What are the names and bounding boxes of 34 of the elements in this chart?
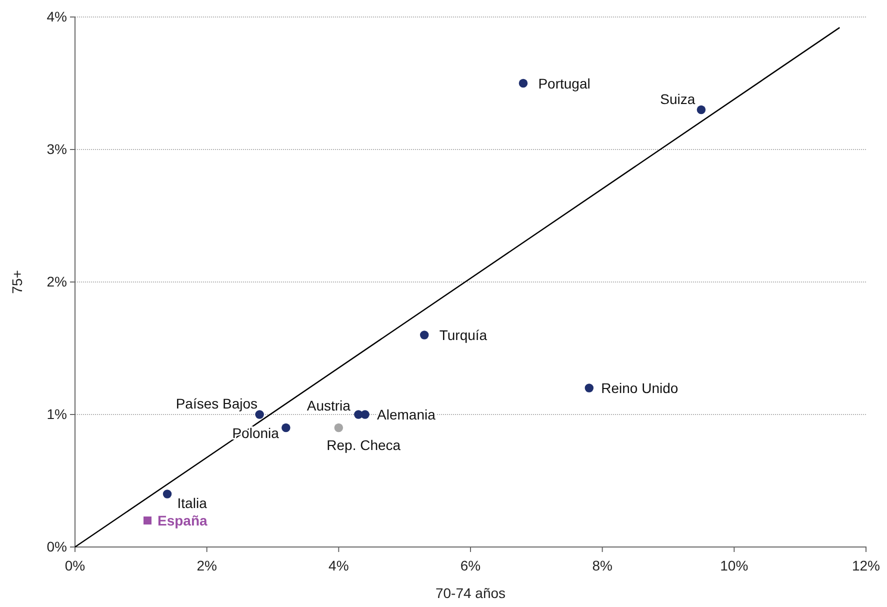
series-label: Suiza bbox=[660, 90, 696, 107]
series-label: Rep. Checa bbox=[326, 436, 401, 453]
y-tick-label: 2% bbox=[46, 273, 67, 290]
series-label: Turquía bbox=[439, 327, 488, 343]
series-label: Reino Unido bbox=[601, 380, 678, 396]
x-tick-label: 10% bbox=[720, 557, 748, 574]
point bbox=[282, 423, 290, 432]
y-axis-title: 75+ bbox=[9, 270, 25, 294]
point bbox=[420, 330, 429, 340]
point bbox=[518, 78, 528, 88]
series-label: Austria bbox=[306, 398, 351, 414]
x-tick-label: 8% bbox=[592, 557, 612, 574]
x-axis-title: 70-74 años bbox=[435, 585, 506, 601]
x-tick-label: 2% bbox=[196, 557, 217, 574]
series-label: Alemania bbox=[377, 406, 436, 422]
y-tick-label: 4% bbox=[46, 8, 67, 24]
x-tick-label: 0% bbox=[64, 557, 86, 574]
point bbox=[144, 516, 152, 524]
point bbox=[584, 384, 594, 392]
series-label: Portugal bbox=[538, 75, 590, 92]
point bbox=[255, 410, 264, 419]
x-tick-label: 4% bbox=[328, 557, 349, 574]
point bbox=[360, 410, 370, 419]
y-tick-label: 1% bbox=[46, 406, 67, 422]
series-label: Países Bajos bbox=[176, 396, 258, 412]
y-tick-label: 0% bbox=[46, 538, 67, 554]
series-label: Italia bbox=[177, 495, 208, 511]
x-tick-label: 6% bbox=[460, 557, 481, 574]
series-label: España bbox=[158, 512, 208, 528]
x-tick-label: 12% bbox=[852, 557, 880, 574]
point bbox=[162, 490, 172, 498]
point bbox=[696, 105, 706, 114]
point bbox=[334, 423, 344, 432]
y-tick-label: 3% bbox=[46, 140, 67, 157]
